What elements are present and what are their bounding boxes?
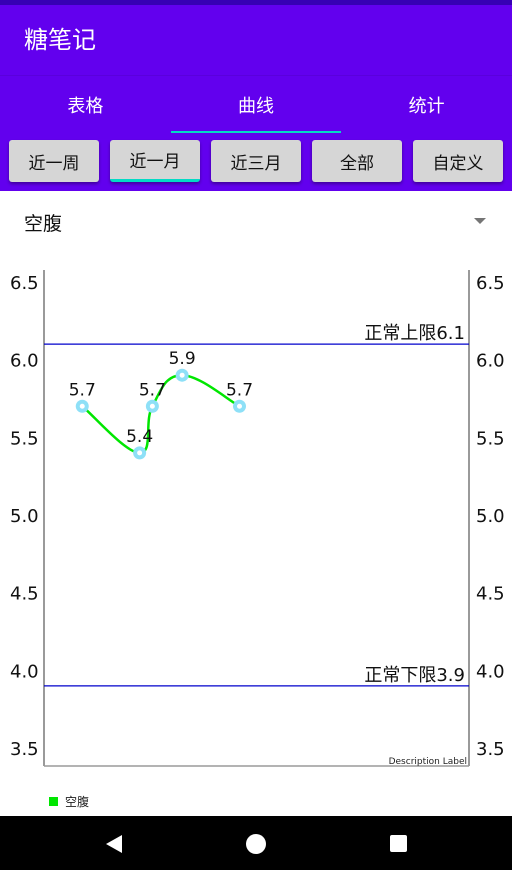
y-tick-right: 5.0 xyxy=(476,506,505,527)
y-tick-right: 5.5 xyxy=(476,428,505,449)
filter-week-button[interactable]: 近一周 xyxy=(9,140,99,182)
data-point-label: 5.7 xyxy=(139,380,166,400)
home-icon[interactable] xyxy=(246,834,266,854)
y-tick-right: 3.5 xyxy=(476,739,505,760)
limit-line-label: 正常上限6.1 xyxy=(364,323,465,344)
status-bar xyxy=(0,0,512,5)
data-point-hole xyxy=(79,403,85,409)
limit-line-label: 正常下限3.9 xyxy=(364,665,465,686)
y-tick-left: 3.5 xyxy=(10,739,39,760)
chart-description-label: Description Label xyxy=(389,757,467,767)
tab-statistics[interactable]: 统计 xyxy=(408,96,445,117)
y-tick-left: 6.5 xyxy=(10,273,39,294)
y-tick-left: 5.5 xyxy=(10,428,39,449)
filter-month-button[interactable]: 近一月 xyxy=(110,140,200,182)
data-point-label: 5.4 xyxy=(126,427,153,447)
tab-table[interactable]: 表格 xyxy=(67,96,104,117)
y-tick-right: 4.0 xyxy=(476,661,505,682)
tab-curve[interactable]: 曲线 xyxy=(170,76,342,134)
filter-all-button[interactable]: 全部 xyxy=(312,140,402,182)
app-title: 糖笔记 xyxy=(24,26,96,54)
tab-bar: 表格 曲线 统计 xyxy=(0,75,512,134)
app-bar: 糖笔记 xyxy=(0,5,512,75)
recents-icon[interactable] xyxy=(390,835,407,852)
y-tick-left: 4.0 xyxy=(10,661,39,682)
dropdown-selected-value: 空腹 xyxy=(24,213,63,235)
filter-three-months-button[interactable]: 近三月 xyxy=(211,140,301,182)
y-tick-right: 6.0 xyxy=(476,351,505,372)
legend-label-fasting: 空腹 xyxy=(65,795,89,809)
y-tick-left: 5.0 xyxy=(10,506,39,527)
filter-custom-button[interactable]: 自定义 xyxy=(413,140,503,182)
data-point-label: 5.9 xyxy=(169,349,196,369)
system-navigation-bar xyxy=(0,816,512,870)
data-point-label: 5.7 xyxy=(226,380,253,400)
legend-swatch-fasting xyxy=(49,797,58,806)
y-tick-left: 4.5 xyxy=(10,584,39,605)
y-tick-right: 6.5 xyxy=(476,273,505,294)
data-point-hole xyxy=(137,450,143,456)
y-tick-left: 6.0 xyxy=(10,351,39,372)
measurement-type-dropdown[interactable]: 空腹 xyxy=(0,195,512,247)
data-point-hole xyxy=(237,403,242,409)
y-tick-right: 4.5 xyxy=(476,584,505,605)
dropdown-arrow-icon xyxy=(474,218,486,224)
date-filter-bar: 近一周 近一月 近三月 全部 自定义 xyxy=(0,133,512,191)
data-point-hole xyxy=(149,403,155,409)
data-point-label: 5.7 xyxy=(69,380,96,400)
back-icon[interactable] xyxy=(106,835,122,853)
glucose-line-chart: 6.5 6.0 5.5 5.0 4.5 4.0 3.5 6.5 6.0 5.5 5.0 4.5 4.0… xyxy=(10,270,505,809)
data-point-hole xyxy=(179,372,185,378)
